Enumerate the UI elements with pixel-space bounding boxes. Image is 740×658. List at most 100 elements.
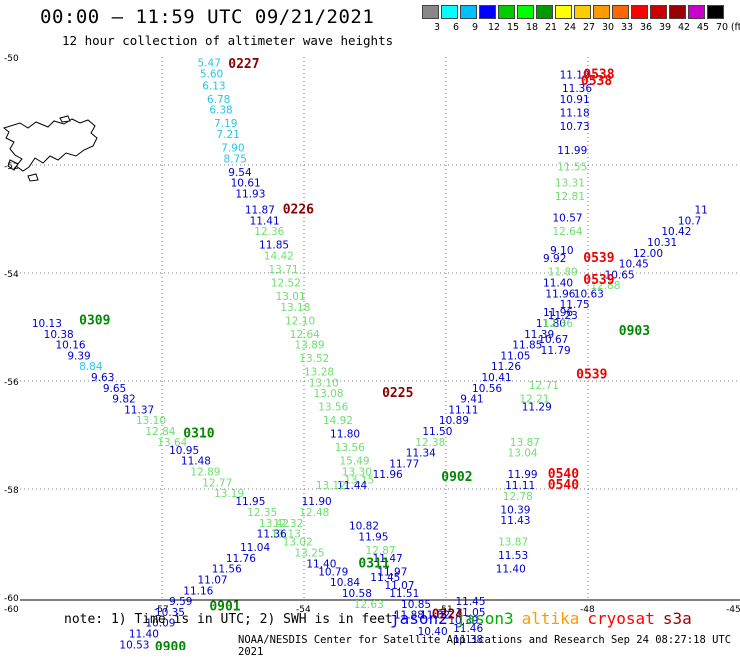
wave-height-value: 11.90: [302, 496, 332, 508]
pass-time-label: 0540: [548, 478, 579, 493]
wave-height-value: 10.53: [119, 639, 149, 650]
wave-height-value: 10.67: [538, 334, 568, 346]
wave-height-value: 11.38: [453, 634, 483, 646]
wave-height-value: 5.47: [198, 58, 221, 70]
latitude-label: -50: [4, 54, 19, 64]
wave-height-value: 11.40: [543, 278, 573, 290]
wave-height-value: 12.81: [555, 191, 585, 203]
wave-height-value: 11.89: [548, 267, 578, 279]
wave-height-value: 10.63: [574, 288, 604, 300]
wave-height-value: 11.80: [330, 429, 360, 441]
pass-time-label: 0226: [283, 203, 314, 218]
pass-time-label: 0227: [228, 57, 259, 72]
pass-time-label: 0539: [583, 273, 614, 288]
colorbar-swatch: [631, 5, 648, 19]
wave-height-value: 11: [695, 205, 708, 217]
wave-height-value: 13.52: [299, 353, 329, 365]
wave-height-value: 11.99: [508, 469, 538, 481]
wave-height-value: 13.04: [508, 448, 538, 460]
wave-height-value: 12.84: [145, 426, 175, 438]
longitude-label: -48: [580, 605, 595, 615]
wave-height-value: 9.54: [228, 167, 252, 179]
wave-height-value: 11.77: [389, 458, 419, 470]
wave-height-value: 11.95: [358, 531, 388, 543]
wave-height-value: 11.40: [306, 558, 336, 570]
colorbar-tick: 33: [620, 22, 634, 33]
wave-height-value: 9.41: [460, 394, 483, 406]
wave-height-value: 12.78: [503, 491, 533, 503]
wave-height-value: 13.87: [510, 437, 540, 449]
pass-time-layer: 0227 0226 0225 0224 0309 0310 0311 0902 0903 0901…: [79, 57, 650, 650]
wave-height-value: 11.44: [337, 480, 367, 492]
colorbar-swatch: [422, 5, 439, 19]
wave-height-value: 11.02: [420, 610, 450, 622]
colorbar-tick: 30: [601, 22, 615, 33]
wave-height-value: 10.16: [56, 340, 86, 352]
wave-height-value: 11.45: [455, 596, 485, 608]
colorbar-swatch: [669, 5, 686, 19]
wave-height-value: 10.95: [169, 445, 199, 457]
wave-height-value: 13.56: [335, 442, 365, 454]
wave-height-value: 7.21: [216, 129, 239, 141]
colorbar-tick: 12: [487, 22, 501, 33]
island-shape: [2, 118, 98, 172]
colorbar-tick: 6: [452, 22, 460, 33]
wave-height-value: 6.13: [202, 80, 225, 92]
wave-height-value: 12.52: [271, 278, 301, 290]
island-shape: [27, 173, 39, 182]
wave-height-value: 13.12: [316, 480, 346, 492]
footer-note: note: 1) Time is in UTC; 2) SWH is in fe…: [64, 612, 393, 627]
wave-height-value: 14.92: [323, 415, 353, 427]
wave-height-value: 11.05: [455, 607, 485, 619]
wave-height-value: 8.75: [224, 153, 247, 165]
wave-height-value: 10.82: [349, 521, 379, 533]
wave-height-value: 11.36: [257, 529, 287, 541]
wave-height-value: 11.23: [548, 310, 578, 322]
wave-height-value: 10.89: [439, 415, 469, 427]
legend-satellite-s3a: s3a: [662, 609, 692, 628]
island-shape: [7, 159, 19, 171]
colorbar-tick: 9: [471, 22, 479, 33]
wave-height-value: 13.56: [318, 402, 348, 414]
wave-height-value: 11.48: [181, 456, 211, 468]
colorbar-tick: 21: [544, 22, 558, 33]
wave-height-value: 13.10: [309, 377, 339, 389]
wave-height-value: 11.88: [394, 610, 424, 622]
wave-height-value: 11.41: [250, 215, 280, 227]
wave-height-value: 10.84: [330, 577, 360, 589]
colorbar-tick: 45: [696, 22, 710, 33]
legend-satellite-altika: altika: [521, 609, 580, 628]
wave-height-value: 13.64: [157, 437, 187, 449]
wave-height-value: 11.51: [389, 588, 419, 600]
wave-height-value: 11.46: [453, 623, 483, 635]
wave-height-value: 11.11: [505, 480, 535, 492]
pass-time-label: 0311: [358, 556, 389, 571]
wave-height-value: 11.87: [245, 205, 275, 217]
wave-height-value: 11.07: [384, 580, 414, 592]
wave-height-value: 11.95: [235, 496, 265, 508]
colorbar-tick: 15: [506, 22, 520, 33]
wave-height-value: 12.77: [202, 477, 232, 489]
wave-height-value: 10.56: [472, 383, 502, 395]
longitude-label: -45: [726, 605, 740, 615]
graticule: [20, 57, 740, 601]
wave-height-value: 10.39: [448, 615, 478, 627]
wave-height-value: 10.35: [155, 607, 185, 619]
wave-height-value: 6.78: [207, 94, 230, 106]
wave-height-value: 10.42: [661, 226, 691, 238]
pass-time-label: 0539: [583, 251, 614, 266]
pass-time-label: 0310: [183, 427, 214, 442]
latitude-label: -60: [4, 594, 19, 604]
wave-height-value: 10.09: [145, 618, 175, 630]
pass-time-label: 0538: [581, 74, 612, 89]
colorbar-swatch: [536, 5, 553, 19]
colorbar-tick: 70: [715, 22, 729, 33]
wave-height-value: 8.84: [79, 361, 103, 373]
wave-height-value: 11.79: [541, 345, 571, 357]
wave-height-value: 10.85: [401, 599, 431, 611]
wave-height-value: 12.64: [553, 226, 583, 238]
colorbar-tick: 18: [525, 22, 539, 33]
wave-height-value: 12.87: [366, 545, 396, 557]
wave-height-value: 13.31: [555, 178, 585, 190]
